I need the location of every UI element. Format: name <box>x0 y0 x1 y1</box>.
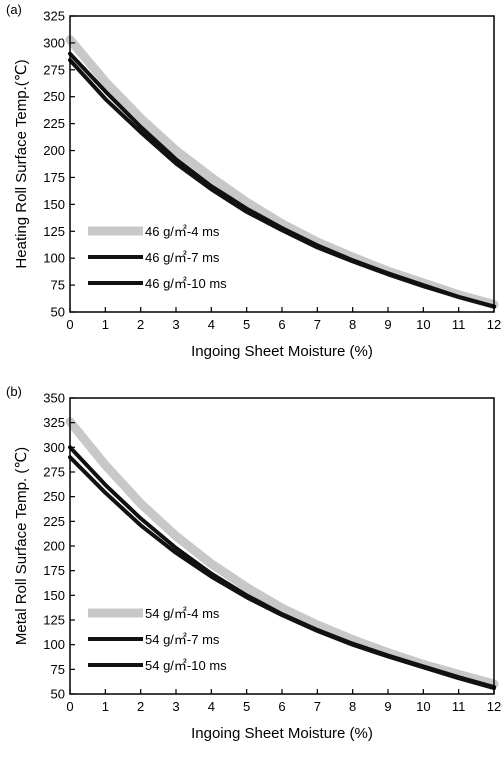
series-line-3 <box>68 455 496 691</box>
y-tick-label: 200 <box>43 143 65 158</box>
y-tick-label: 225 <box>43 514 65 529</box>
series-line-1 <box>65 35 499 309</box>
x-tick-label: 4 <box>208 699 215 714</box>
plot-frame <box>69 15 495 313</box>
x-tick-label: 11 <box>452 699 466 714</box>
y-tick-label: 100 <box>43 251 65 266</box>
y-tick-label: 150 <box>43 197 65 212</box>
x-tick-label: 11 <box>452 317 466 332</box>
y-axis-label: Metal Roll Surface Temp. (℃) <box>13 447 30 645</box>
x-axis-label: Ingoing Sheet Moisture (%) <box>191 343 373 360</box>
legend-label: 46 g/㎡-4 ms <box>145 224 220 239</box>
series-line-3 <box>68 58 496 309</box>
x-tick-label: 3 <box>172 699 179 714</box>
y-tick-label: 100 <box>43 637 65 652</box>
y-tick-label: 75 <box>51 278 65 293</box>
x-tick-label: 2 <box>137 699 144 714</box>
x-tick-label: 3 <box>172 317 179 332</box>
y-tick-label: 50 <box>51 687 65 702</box>
panel-label: (b) <box>6 384 22 399</box>
y-tick-label: 200 <box>43 539 65 554</box>
x-tick-label: 7 <box>314 699 321 714</box>
x-tick-label: 9 <box>384 317 391 332</box>
x-tick-label: 6 <box>278 317 285 332</box>
y-axis-label: Heating Roll Surface Temp.(℃) <box>13 59 30 268</box>
y-tick-label: 350 <box>43 391 65 406</box>
x-tick-label: 5 <box>243 699 250 714</box>
y-tick-label: 300 <box>43 440 65 455</box>
x-tick-label: 1 <box>102 699 109 714</box>
legend-label: 46 g/㎡-10 ms <box>145 276 227 291</box>
series-line-2 <box>68 445 496 690</box>
x-tick-label: 2 <box>137 317 144 332</box>
panel-label: (a) <box>6 2 22 17</box>
x-tick-label: 7 <box>314 317 321 332</box>
y-tick-label: 125 <box>43 224 65 239</box>
y-tick-label: 75 <box>51 662 65 677</box>
series-line-2 <box>68 51 496 309</box>
chart-b: (b)5075100125150175200225250275300325350… <box>6 384 501 742</box>
y-tick-label: 250 <box>43 89 65 104</box>
x-tick-label: 6 <box>278 699 285 714</box>
x-tick-label: 9 <box>384 699 391 714</box>
y-tick-label: 225 <box>43 116 65 131</box>
y-tick-label: 125 <box>43 613 65 628</box>
y-tick-label: 50 <box>51 305 65 320</box>
y-tick-label: 325 <box>43 9 65 24</box>
x-tick-label: 8 <box>349 699 356 714</box>
x-tick-label: 10 <box>416 699 430 714</box>
y-tick-label: 275 <box>43 465 65 480</box>
legend-label: 54 g/㎡-10 ms <box>145 658 227 673</box>
x-tick-label: 8 <box>349 317 356 332</box>
x-tick-label: 4 <box>208 317 215 332</box>
series-line-1 <box>65 417 499 689</box>
legend-label: 46 g/㎡-7 ms <box>145 250 220 265</box>
x-tick-label: 5 <box>243 317 250 332</box>
x-tick-label: 0 <box>66 317 73 332</box>
y-tick-label: 150 <box>43 588 65 603</box>
x-tick-label: 1 <box>102 317 109 332</box>
y-tick-label: 300 <box>43 35 65 50</box>
y-tick-label: 175 <box>43 563 65 578</box>
y-tick-label: 175 <box>43 170 65 185</box>
x-axis-label: Ingoing Sheet Moisture (%) <box>191 725 373 742</box>
x-tick-label: 12 <box>487 317 501 332</box>
legend-label: 54 g/㎡-7 ms <box>145 632 220 647</box>
plot-frame <box>69 397 495 695</box>
x-tick-label: 12 <box>487 699 501 714</box>
y-tick-label: 275 <box>43 62 65 77</box>
y-tick-label: 325 <box>43 415 65 430</box>
y-tick-label: 250 <box>43 489 65 504</box>
x-tick-label: 10 <box>416 317 430 332</box>
legend-label: 54 g/㎡-4 ms <box>145 606 220 621</box>
x-tick-label: 0 <box>66 699 73 714</box>
